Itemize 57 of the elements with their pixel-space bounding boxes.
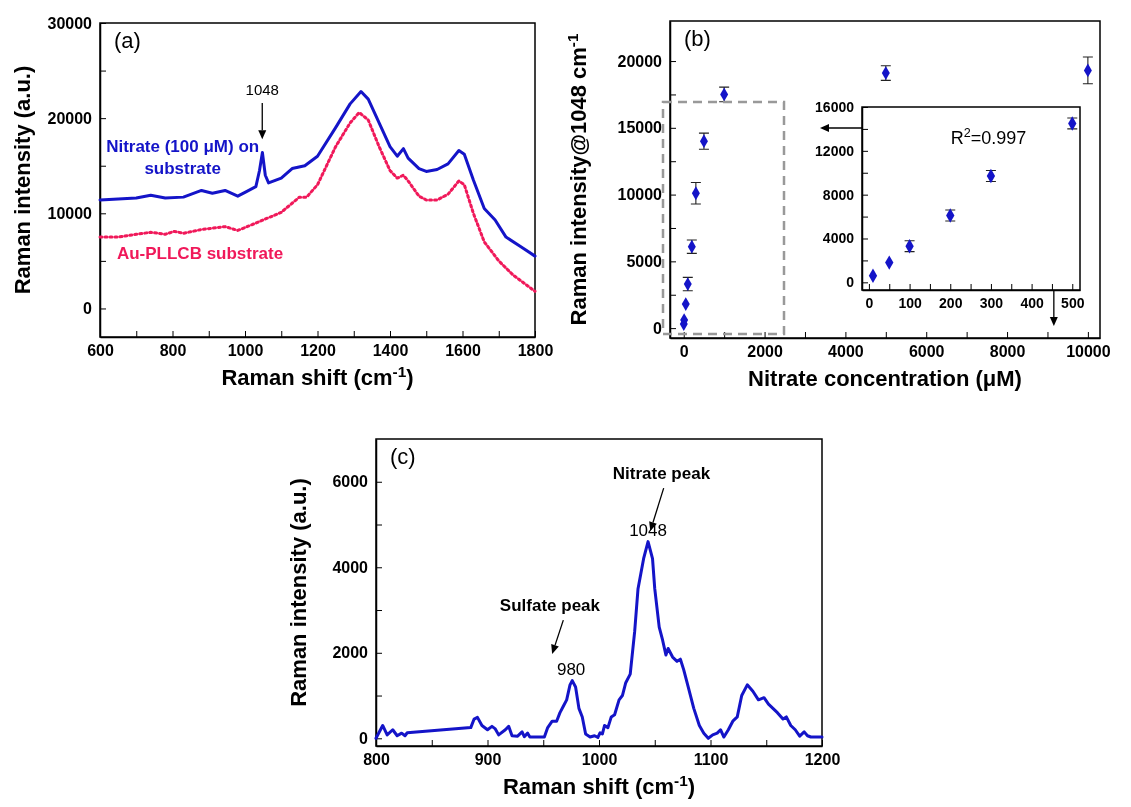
line-series (98, 110, 537, 293)
annotation: 980 (556, 659, 586, 679)
series-label: Nitrate (100 μM) on substrate (106, 136, 260, 178)
chart-title: (b) (684, 26, 711, 51)
y-tick-label: 0 (653, 319, 663, 337)
x-tick-label: 10000 (1066, 343, 1111, 361)
y-tick-label: 15000 (617, 119, 663, 137)
annotation: Nitrate peak (612, 463, 711, 483)
y-axis-title: Raman intensity (a.u.) (10, 65, 35, 295)
x-tick-label: 6000 (908, 343, 945, 361)
y-tick-label: 16000 (815, 98, 855, 115)
y-tick-label: 30000 (47, 14, 93, 32)
x-tick-label: 600 (87, 342, 114, 360)
y-tick-label: 10000 (617, 186, 663, 204)
y-tick-label: 10000 (47, 204, 93, 222)
x-tick-label: 1000 (227, 342, 264, 360)
y-tick-label: 12000 (815, 142, 855, 159)
x-tick-label: 1400 (372, 342, 409, 360)
y-tick-label: 4000 (332, 558, 369, 576)
y-tick-label: 5000 (626, 252, 663, 270)
x-tick-label: 2000 (747, 343, 783, 361)
chart-title: (a) (114, 28, 141, 53)
x-tick-label: 800 (363, 751, 390, 769)
x-tick-label: 1200 (300, 342, 336, 360)
y-tick-label: 0 (359, 729, 369, 747)
y-tick-label: 4000 (822, 230, 855, 247)
annotation: Sulfate peak (499, 595, 601, 615)
x-tick-label: 1100 (693, 751, 729, 769)
annotation: 1048 (245, 81, 279, 99)
line-series (374, 540, 824, 740)
y-tick-label: 6000 (332, 473, 369, 491)
x-axis-title: Raman shift (cm$^{-1}$) (502, 771, 696, 799)
x-tick-label: 400 (1020, 294, 1044, 311)
x-tick-label: 1000 (581, 751, 618, 769)
x-tick-label: 8000 (989, 343, 1026, 361)
y-tick-label: 20000 (47, 109, 93, 127)
x-axis-title: Nitrate concentration (μM) (748, 366, 1022, 391)
y-tick-label: 0 (846, 274, 855, 291)
x-axis-title: Raman shift (cm$^{-1}$) (221, 362, 414, 390)
x-tick-label: 1800 (517, 342, 554, 360)
x-tick-label: 100 (898, 294, 922, 311)
x-tick-label: 1600 (445, 342, 481, 360)
y-axis-title: Raman intensity (a.u.) (286, 478, 311, 707)
x-tick-label: 300 (979, 294, 1004, 311)
x-tick-label: 800 (159, 342, 187, 360)
x-tick-label: 200 (939, 294, 963, 311)
x-tick-label: 0 (865, 294, 874, 311)
y-tick-label: 8000 (822, 186, 855, 203)
y-tick-label: 20000 (617, 52, 663, 70)
chart-title: (c) (390, 444, 416, 469)
y-tick-label: 2000 (332, 644, 369, 662)
x-tick-label: 900 (474, 751, 502, 769)
x-tick-label: 1200 (804, 751, 841, 769)
annotation: R$^{2}$=0.997 (950, 125, 1027, 148)
x-tick-label: 500 (1061, 294, 1085, 311)
series-label: Au-PLLCB substrate (116, 243, 284, 263)
x-tick-label: 0 (679, 343, 689, 361)
